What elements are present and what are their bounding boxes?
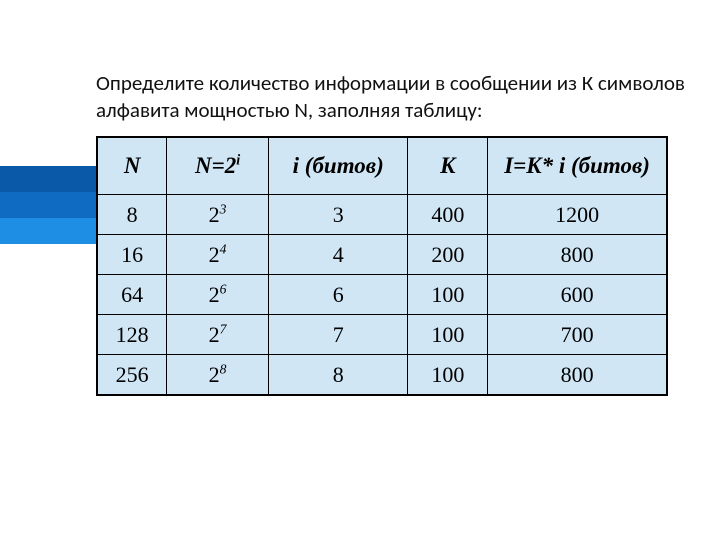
cell-exp: 4: [220, 241, 227, 256]
cell-K: 100: [408, 355, 488, 395]
cell-K: 400: [408, 195, 488, 235]
accent-sidebar: [0, 166, 96, 244]
cell-base: 2: [209, 362, 220, 387]
cell-IKi: 800: [488, 355, 667, 395]
col-header-N2i: N=2i: [167, 137, 269, 195]
table-row: 64 26 6 100 600: [97, 275, 667, 315]
accent-bar-3: [0, 218, 96, 244]
cell-N2i: 24: [167, 235, 269, 275]
cell-i: 6: [268, 275, 408, 315]
table-row: 16 24 4 200 800: [97, 235, 667, 275]
cell-N2i: 28: [167, 355, 269, 395]
cell-exp: 8: [220, 361, 227, 376]
col-header-i: i (битов): [268, 137, 408, 195]
accent-bar-2: [0, 192, 96, 218]
table-row: 128 27 7 100 700: [97, 315, 667, 355]
cell-i: 3: [268, 195, 408, 235]
cell-IKi: 700: [488, 315, 667, 355]
table-row: 8 23 3 400 1200: [97, 195, 667, 235]
content-area: Определите количество информации в сообщ…: [96, 70, 696, 396]
cell-K: 100: [408, 315, 488, 355]
col-header-N: N: [97, 137, 167, 195]
cell-base: 2: [209, 242, 220, 267]
cell-i: 4: [268, 235, 408, 275]
col-header-N2i-base: N=2: [195, 153, 236, 178]
cell-K: 200: [408, 235, 488, 275]
cell-i: 7: [268, 315, 408, 355]
accent-bar-1: [0, 166, 96, 192]
cell-N: 64: [97, 275, 167, 315]
prompt-text: Определите количество информации в сообщ…: [96, 70, 696, 124]
cell-IKi: 600: [488, 275, 667, 315]
cell-N2i: 27: [167, 315, 269, 355]
cell-N2i: 23: [167, 195, 269, 235]
cell-K: 100: [408, 275, 488, 315]
cell-exp: 6: [220, 281, 227, 296]
cell-base: 2: [209, 322, 220, 347]
cell-IKi: 800: [488, 235, 667, 275]
cell-base: 2: [209, 202, 220, 227]
cell-N: 128: [97, 315, 167, 355]
cell-N2i: 26: [167, 275, 269, 315]
cell-N: 16: [97, 235, 167, 275]
table-row: 256 28 8 100 800: [97, 355, 667, 395]
cell-N: 256: [97, 355, 167, 395]
cell-IKi: 1200: [488, 195, 667, 235]
cell-exp: 3: [220, 201, 227, 216]
info-table: N N=2i i (битов) K I=K* i (битов) 8 23 3…: [96, 136, 668, 396]
col-header-N2i-sup: i: [236, 152, 240, 168]
cell-exp: 7: [220, 321, 227, 336]
cell-base: 2: [209, 282, 220, 307]
col-header-IKi: I=K* i (битов): [488, 137, 667, 195]
col-header-K: K: [408, 137, 488, 195]
table-body: 8 23 3 400 1200 16 24 4 200 800 64 26 6 …: [97, 195, 667, 395]
table-header-row: N N=2i i (битов) K I=K* i (битов): [97, 137, 667, 195]
cell-i: 8: [268, 355, 408, 395]
cell-N: 8: [97, 195, 167, 235]
